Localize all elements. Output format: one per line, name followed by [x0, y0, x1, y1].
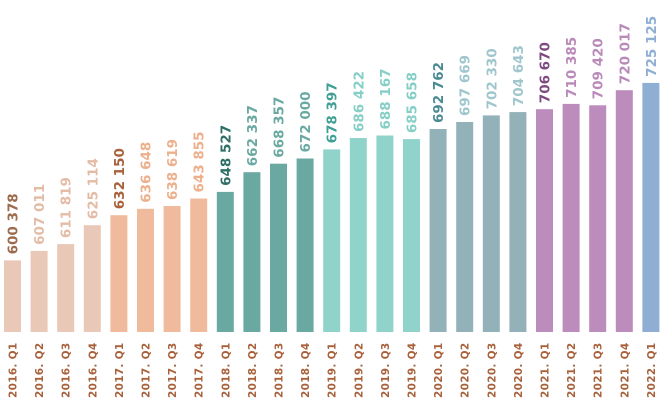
value-labels: 600 378 607 011 611 819 625 114 632 150 636 6…: [6, 16, 660, 255]
category-label: 2017. Q1: [114, 343, 126, 399]
category-label: 2017. Q4: [194, 343, 206, 399]
value-label: 607 011: [32, 184, 48, 245]
value-label: 648 527: [218, 125, 234, 186]
bar: [376, 135, 394, 332]
bar: [642, 82, 660, 333]
bar: [137, 208, 154, 332]
bar: [429, 129, 447, 332]
category-label: 2021. Q3: [593, 343, 605, 399]
category-label: 2019. Q2: [353, 343, 365, 399]
bar: [349, 138, 367, 332]
value-label: 697 669: [458, 55, 474, 116]
value-label: 600 378: [6, 193, 22, 254]
value-label: 625 114: [85, 158, 101, 219]
bar: [163, 206, 181, 332]
bar: [562, 103, 580, 333]
value-label: 686 422: [351, 71, 367, 132]
bar: [323, 149, 341, 332]
value-label: 662 337: [245, 105, 261, 166]
category-label: 2019. Q3: [380, 343, 392, 399]
category-label: 2017. Q2: [141, 343, 153, 399]
value-label: 672 000: [298, 91, 314, 152]
category-label: 2021. Q1: [540, 343, 552, 399]
value-label: 643 855: [192, 131, 208, 192]
category-label: 2021. Q2: [566, 343, 578, 399]
value-label: 636 648: [139, 142, 155, 203]
bar: [57, 244, 75, 332]
value-label: 710 385: [564, 37, 580, 98]
category-label: 2020. Q1: [433, 343, 445, 399]
category-label: 2018. Q3: [274, 343, 286, 399]
bar: [30, 250, 48, 332]
category-label: 2020. Q4: [513, 343, 525, 399]
category-label: 2019. Q1: [327, 343, 339, 399]
category-label: 2022. Q1: [646, 343, 658, 399]
category-label: 2020. Q3: [486, 343, 498, 399]
value-label: 709 420: [591, 38, 607, 99]
bar: [615, 90, 633, 332]
bar: [243, 172, 261, 332]
value-label: 611 819: [59, 177, 75, 238]
bar: [216, 191, 234, 332]
bar: [589, 105, 607, 332]
value-label: 692 762: [431, 62, 447, 123]
value-label: 706 670: [538, 42, 554, 103]
value-label: 704 643: [511, 45, 527, 106]
category-label: 2020. Q2: [460, 343, 472, 399]
value-label: 685 658: [405, 72, 421, 133]
category-label: 2019. Q4: [407, 343, 419, 399]
bar: [4, 260, 21, 332]
category-label: 2016. Q1: [8, 343, 20, 399]
value-label: 725 125: [644, 16, 660, 77]
category-label: 2018. Q2: [247, 343, 259, 399]
value-label: 678 397: [325, 82, 341, 143]
category-label: 2021. Q4: [619, 343, 631, 399]
category-label: 2016. Q2: [34, 343, 46, 399]
value-label: 688 167: [378, 68, 394, 129]
value-label: 638 619: [165, 139, 181, 200]
value-label: 632 150: [112, 148, 128, 209]
bar: [536, 109, 553, 332]
bar: [190, 198, 208, 332]
value-label: 720 017: [617, 23, 633, 84]
category-labels: 2016. Q1 2016. Q2 2016. Q3 2016. Q4 2017. Q1…: [8, 343, 658, 399]
value-label: 668 357: [272, 97, 288, 158]
bar: [482, 115, 500, 333]
category-label: 2018. Q4: [300, 343, 312, 399]
bar: [403, 139, 420, 332]
bar-series: [4, 82, 660, 333]
bar: [456, 122, 474, 332]
bar: [83, 225, 101, 332]
bar: [270, 163, 287, 332]
category-label: 2016. Q3: [61, 343, 73, 399]
bar: [110, 215, 128, 332]
category-label: 2016. Q4: [87, 343, 99, 399]
bar: [296, 158, 314, 332]
category-label: 2018. Q1: [220, 343, 232, 399]
value-label: 702 330: [484, 48, 500, 109]
category-label: 2017. Q3: [167, 343, 179, 399]
bar: [509, 112, 527, 332]
